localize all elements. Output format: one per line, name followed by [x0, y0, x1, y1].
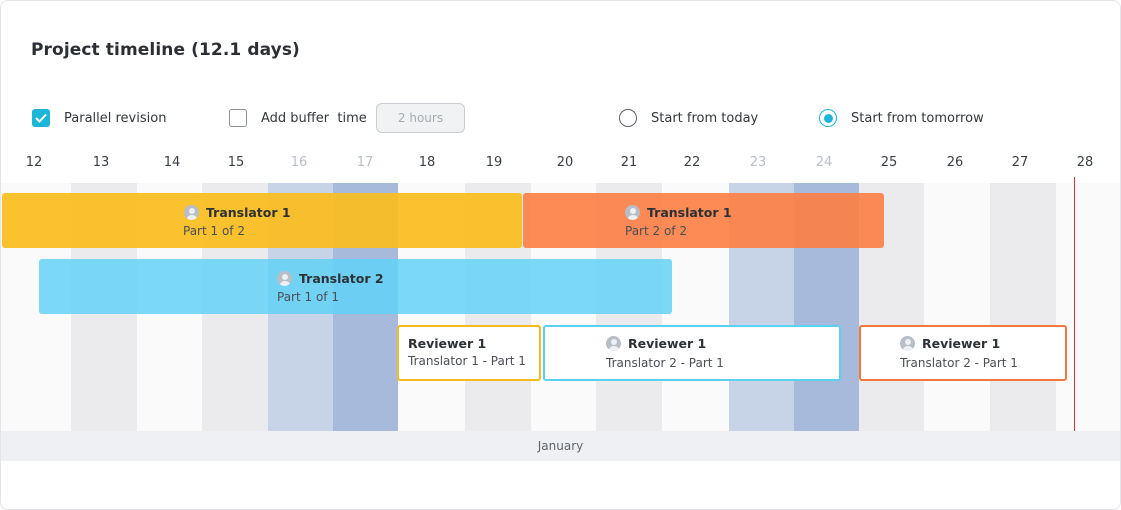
day-label: 19: [485, 155, 503, 170]
deadline-line: [1074, 177, 1075, 431]
task-part: Part 1 of 1: [277, 290, 339, 304]
day-label: 28: [1076, 155, 1094, 170]
task-part: Translator 2 - Part 1: [606, 356, 724, 370]
day-column: [990, 183, 1056, 431]
task-part: Part 1 of 2: [183, 224, 245, 238]
day-label: 23: [749, 155, 767, 170]
parallel-revision-checkbox[interactable]: [32, 109, 50, 127]
start-tomorrow-option[interactable]: Start from tomorrow: [819, 107, 984, 129]
task-assignee: Translator 1: [206, 205, 291, 220]
user-avatar-icon: [606, 336, 621, 351]
day-label: 14: [163, 155, 181, 170]
day-label: 25: [880, 155, 898, 170]
add-buffer-checkbox[interactable]: [229, 109, 247, 127]
page-title: Project timeline (12.1 days): [31, 40, 300, 60]
user-avatar-icon: [625, 205, 640, 220]
day-label: 18: [418, 155, 436, 170]
task-part: Part 2 of 2: [625, 224, 687, 238]
start-tomorrow-label: Start from tomorrow: [851, 110, 984, 126]
user-avatar-icon: [277, 271, 292, 286]
start-today-radio[interactable]: [619, 109, 637, 127]
start-today-label: Start from today: [651, 110, 759, 126]
month-label: January: [1, 431, 1120, 461]
task-assignee: Reviewer 1: [628, 336, 707, 351]
day-label: 20: [556, 155, 574, 170]
day-label: 21: [620, 155, 638, 170]
day-label: 24: [815, 155, 833, 170]
user-avatar-icon: [900, 336, 915, 351]
task-bar-translator1-part1[interactable]: Translator 1 Part 1 of 2: [2, 193, 522, 248]
task-assignee: Reviewer 1: [408, 336, 487, 351]
day-label: 22: [683, 155, 701, 170]
start-tomorrow-radio[interactable]: [819, 109, 837, 127]
check-icon: [35, 113, 47, 123]
task-bar-reviewer1-c[interactable]: Reviewer 1 Translator 2 - Part 1: [859, 325, 1067, 381]
day-label: 13: [92, 155, 110, 170]
day-label: 12: [25, 155, 43, 170]
task-bar-reviewer1-b[interactable]: Reviewer 1 Translator 2 - Part 1: [543, 325, 841, 381]
user-avatar-icon: [184, 205, 199, 220]
day-label: 15: [227, 155, 245, 170]
task-assignee: Translator 2: [299, 271, 384, 286]
add-buffer-label: Add buffer time: [261, 110, 367, 126]
add-buffer-option[interactable]: Add buffer time: [229, 107, 367, 129]
task-assignee: Reviewer 1: [922, 336, 1001, 351]
start-today-option[interactable]: Start from today: [619, 107, 758, 129]
task-bar-reviewer1-a[interactable]: Reviewer 1 Translator 1 - Part 1: [397, 325, 541, 381]
parallel-revision-label: Parallel revision: [64, 110, 167, 126]
day-label: 27: [1011, 155, 1029, 170]
day-label: 26: [946, 155, 964, 170]
task-assignee: Translator 1: [647, 205, 732, 220]
task-bar-translator2-part1[interactable]: Translator 2 Part 1 of 1: [39, 259, 672, 314]
task-bar-translator1-part2[interactable]: Translator 1 Part 2 of 2: [523, 193, 884, 248]
task-part: Translator 2 - Part 1: [900, 356, 1018, 370]
day-label: 17: [356, 155, 374, 170]
day-label: 16: [290, 155, 308, 170]
task-part: Translator 1 - Part 1: [408, 354, 526, 368]
buffer-time-input[interactable]: 2 hours: [376, 103, 465, 133]
parallel-revision-option[interactable]: Parallel revision: [32, 107, 166, 129]
